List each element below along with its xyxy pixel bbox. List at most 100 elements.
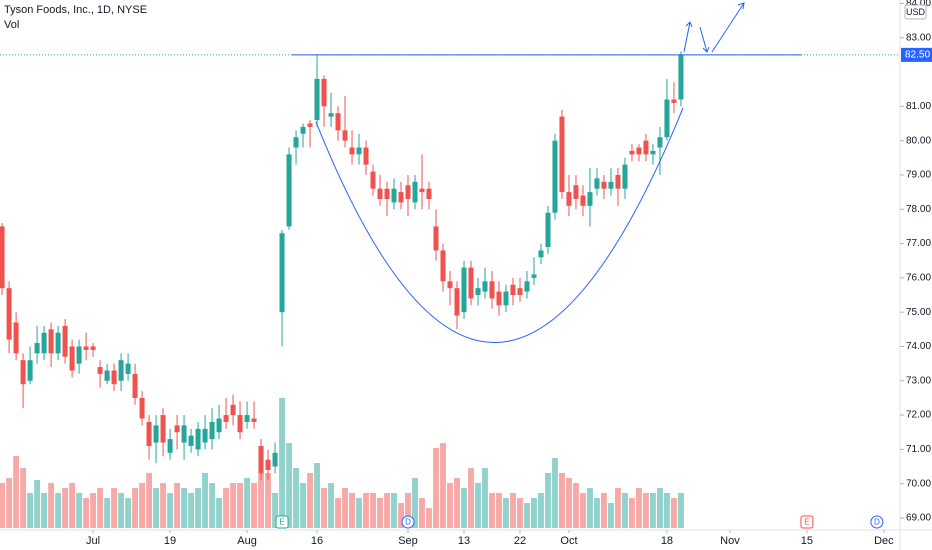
volume-bar	[405, 493, 411, 528]
volume-bar	[195, 488, 201, 528]
volume-bar	[258, 473, 264, 528]
volume-bar	[643, 493, 649, 528]
candle-body	[195, 428, 201, 450]
candle-body	[55, 332, 61, 354]
volume-bar	[76, 493, 83, 528]
y-tick-label: 79.00	[906, 170, 931, 181]
candle-body	[594, 178, 600, 189]
volume-bar	[650, 493, 656, 528]
candle-body	[62, 325, 68, 357]
candle-body	[272, 452, 278, 467]
volume-bar	[426, 508, 432, 528]
volume-bar	[433, 448, 439, 528]
candle-body	[643, 140, 649, 155]
symbol-title: Tyson Foods, Inc., 1D, NYSE	[4, 4, 147, 16]
candle-body	[111, 370, 117, 385]
candle-body	[118, 360, 124, 381]
candle-body	[48, 329, 54, 354]
volume-bar	[447, 483, 453, 528]
candle-body	[468, 267, 474, 299]
volume-bar	[118, 493, 125, 528]
volume-bar	[279, 398, 285, 528]
candle-body	[307, 123, 313, 127]
x-tick-label: Dec	[874, 535, 894, 547]
candle-body	[587, 192, 593, 206]
volume-bar	[503, 498, 509, 528]
y-tick-label: 76.00	[906, 273, 931, 284]
currency-box	[904, 4, 927, 20]
candle-body	[678, 54, 684, 100]
volume-bar	[615, 488, 621, 528]
candle-body	[69, 346, 75, 371]
candle-body	[608, 181, 614, 189]
candle-body	[328, 113, 334, 117]
volume-bar	[307, 473, 313, 528]
volume-bar	[545, 473, 551, 528]
candle-body	[461, 267, 467, 313]
candle-body	[412, 181, 418, 203]
candle-body	[279, 233, 285, 313]
y-tick-label: 77.00	[906, 238, 931, 249]
event-marker	[401, 515, 415, 529]
volume-bar	[664, 493, 670, 528]
volume-bar	[657, 488, 663, 528]
volume-bar	[566, 478, 572, 528]
candle-body	[188, 435, 194, 446]
volume-bar	[20, 468, 27, 528]
volume-bar	[69, 483, 76, 528]
candle-body	[356, 147, 362, 155]
candle-body	[27, 360, 33, 381]
candle-body	[370, 171, 376, 189]
volume-label: Vol	[4, 19, 19, 31]
volume-bar	[174, 483, 180, 528]
candle-body	[447, 281, 453, 289]
candle-body	[76, 346, 82, 364]
volume-bar	[0, 483, 6, 528]
x-tick-label: 13	[458, 535, 470, 547]
event-label: D	[405, 518, 411, 527]
candle-body	[181, 425, 187, 443]
candle-body	[664, 99, 670, 138]
candle-body	[531, 274, 537, 278]
volume-bar	[83, 498, 90, 528]
x-tick-label: Sep	[398, 535, 418, 547]
cup-curve	[315, 107, 684, 343]
volume-bar	[139, 483, 146, 528]
candle-body	[363, 147, 369, 165]
volume-bar	[237, 483, 243, 528]
volume-bar	[335, 498, 341, 528]
volume-bar	[391, 493, 397, 528]
candle-body	[83, 346, 89, 350]
price-label-box	[901, 47, 932, 62]
volume-bar	[601, 493, 607, 528]
x-tick-label: Aug	[237, 535, 257, 547]
volume-bar	[398, 503, 404, 528]
y-tick-label: 74.00	[906, 341, 931, 352]
volume-bar	[608, 503, 614, 528]
candle-body	[538, 250, 544, 258]
candle-body	[209, 421, 215, 440]
candle-body	[636, 147, 642, 155]
candle-body	[342, 130, 348, 141]
event-label: E	[804, 518, 809, 527]
volume-bar	[496, 493, 502, 528]
volume-bar	[678, 493, 684, 528]
volume-bar	[104, 498, 111, 528]
volume-bar	[587, 488, 593, 528]
x-tick-label: 18	[661, 535, 673, 547]
x-tick-label: 22	[514, 535, 526, 547]
candle-body	[265, 459, 271, 470]
candle-body	[559, 116, 565, 193]
candle-body	[482, 281, 488, 292]
volume-bar	[538, 493, 544, 528]
candle-body	[398, 192, 404, 203]
volume-bar	[125, 498, 132, 528]
volume-bar	[370, 493, 376, 528]
volume-bar	[111, 488, 118, 528]
candle-body	[391, 188, 397, 203]
volume-bar	[90, 493, 97, 528]
candle-body	[545, 212, 551, 247]
candle-body	[132, 373, 138, 398]
volume-bar	[6, 478, 13, 528]
volume-bar	[342, 488, 348, 528]
